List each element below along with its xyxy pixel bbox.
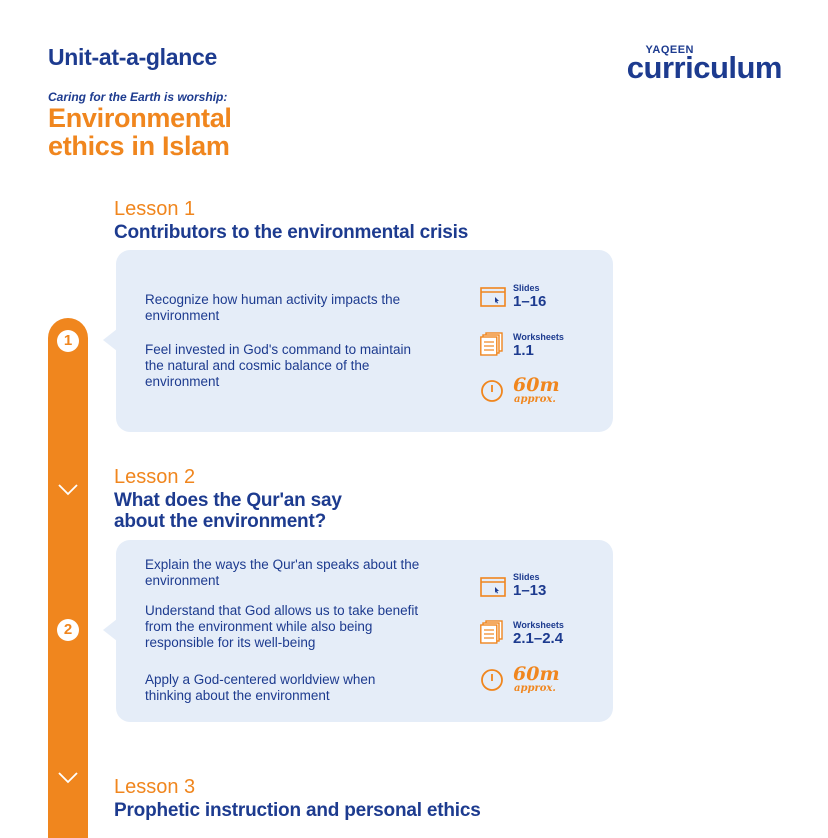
lesson-2-duration: 60m [513,663,560,685]
slides-icon [480,287,506,307]
lesson-2-card-pointer [103,619,117,641]
lesson-1-duration-note: approx. [514,394,556,405]
lesson-2-duration-note: approx. [514,683,556,694]
brand-top-text: YAQEEN [645,44,694,56]
lesson-2-label: Lesson 2 [114,466,196,488]
lesson-2-title-line1: What does the Qur'an say [114,490,342,511]
lesson-1-card-pointer [103,329,117,351]
worksheets-icon [480,620,503,644]
worksheets-icon [480,332,503,356]
lesson-3-title: Prophetic instruction and personal ethic… [114,800,481,821]
lesson-1-objective-1: Recognize how human activity impacts the… [145,292,401,323]
timeline-spine [48,318,88,838]
slides-icon [480,577,506,597]
unit-title: Unit-at-a-glance [48,44,217,70]
clock-icon [481,380,503,402]
lesson-1-slides-value: 1–16 [513,293,547,310]
lesson-2-title: What does the Qur'an say about the envir… [114,490,342,532]
lesson-2-worksheets-label: Worksheets [513,620,564,630]
lesson-1-objective-2: Feel invested in God's command to mainta… [145,342,411,389]
lesson-2-card [116,540,613,722]
lesson-2-objective-1: Explain the ways the Qur'an speaks about… [145,557,420,588]
chevron-down-icon [58,772,78,784]
brand-logo: YAQEEN curriculum [626,44,783,85]
lesson-1-card [116,250,613,432]
unit-subtitle: Caring for the Earth is worship: [48,90,228,104]
lesson-1-duration: 60m [513,374,560,396]
lesson-2-slides-label: Slides [513,572,540,582]
lesson-2-worksheets-value: 2.1–2.4 [513,630,564,647]
brand-main-text: curriculum [626,50,783,85]
lesson-2-objective-2: Understand that God allows us to take be… [145,603,419,650]
unit-main-title: Environmental ethics in Islam [48,104,232,160]
chevron-down-icon [58,484,78,496]
lesson-1-title: Contributors to the environmental crisis [114,222,469,243]
main-title-line2: ethics in Islam [48,131,230,161]
lesson-2-number-badge: 2 [57,619,79,641]
lesson-2-objective-3: Apply a God-centered worldview when thin… [145,672,376,703]
lesson-2-title-line2: about the environment? [114,511,326,532]
lesson-1-number-badge: 1 [57,330,79,352]
lesson-1-worksheets-value: 1.1 [513,342,534,359]
lesson-1-slides-label: Slides [513,283,540,293]
clock-icon [481,669,503,691]
lesson-1-label: Lesson 1 [114,198,196,220]
lesson-2-slides-value: 1–13 [513,582,547,599]
main-title-line1: Environmental [48,103,232,133]
lesson-1-worksheets-label: Worksheets [513,332,564,342]
lesson-3-label: Lesson 3 [114,776,196,798]
